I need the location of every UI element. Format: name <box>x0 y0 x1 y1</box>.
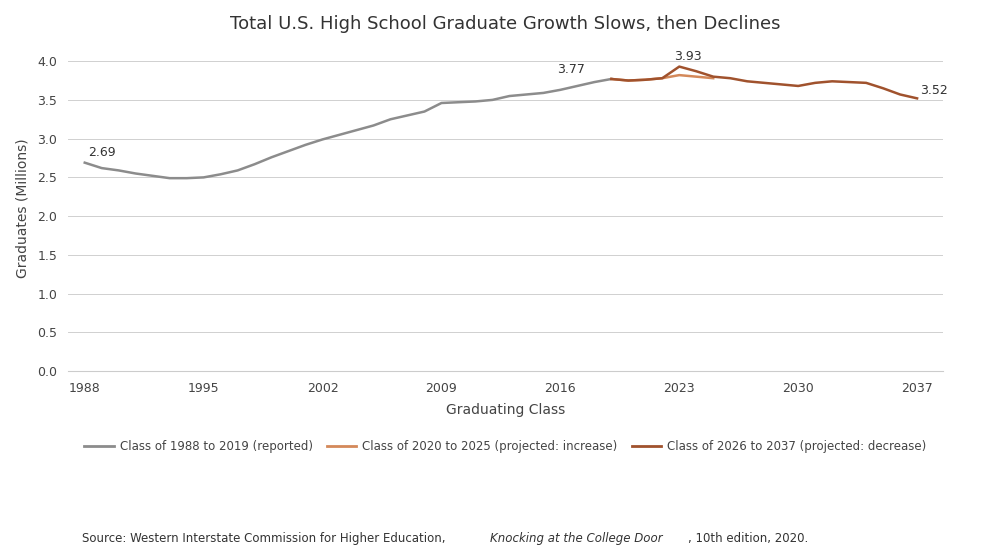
Y-axis label: Graduates (Millions): Graduates (Millions) <box>15 139 29 278</box>
Text: 2.69: 2.69 <box>88 146 116 159</box>
Text: 3.93: 3.93 <box>674 50 702 64</box>
Text: 3.77: 3.77 <box>557 63 585 76</box>
X-axis label: Graduating Class: Graduating Class <box>446 403 564 417</box>
Text: 3.52: 3.52 <box>919 84 947 97</box>
Text: Source: Western Interstate Commission for Higher Education,: Source: Western Interstate Commission fo… <box>82 532 449 545</box>
Text: , 10th edition, 2020.: , 10th edition, 2020. <box>688 532 809 545</box>
Legend: Class of 1988 to 2019 (reported), Class of 2020 to 2025 (projected: increase), C: Class of 1988 to 2019 (reported), Class … <box>80 435 931 458</box>
Text: Knocking at the College Door: Knocking at the College Door <box>490 532 662 545</box>
Title: Total U.S. High School Graduate Growth Slows, then Declines: Total U.S. High School Graduate Growth S… <box>230 15 781 33</box>
